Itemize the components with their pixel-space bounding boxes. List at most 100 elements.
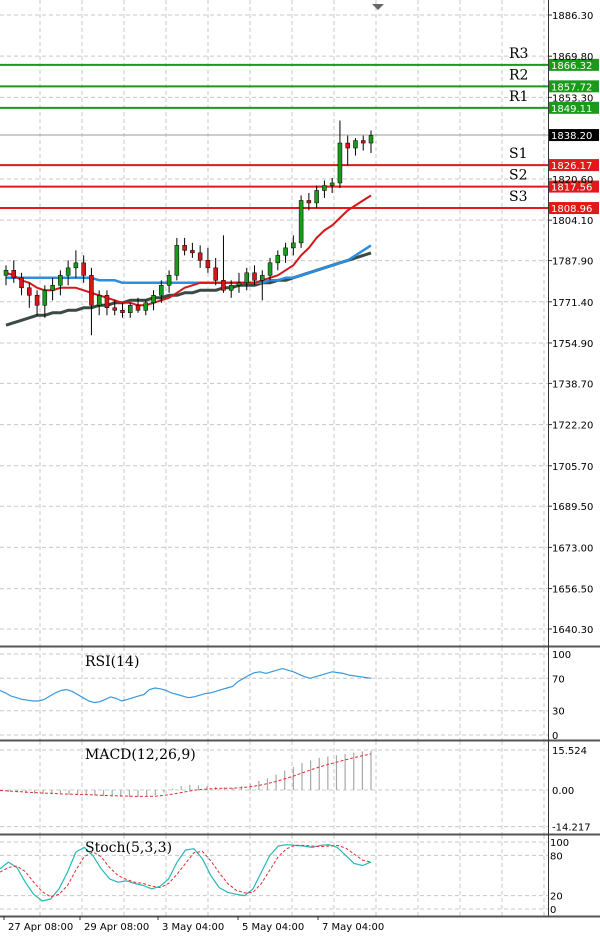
y-tick-label: 1640.30 [552,625,593,636]
candle-body [322,185,327,191]
candle-body [135,305,141,311]
candle-body [11,270,17,279]
rsi-y-tick-label: 100 [552,650,571,661]
candle-body [329,182,335,186]
x-tick-label: 5 May 04:00 [242,922,304,933]
candle-body [221,280,226,291]
y-tick-label: 1722.20 [552,421,593,432]
candle-body [73,262,79,269]
candle-body [205,260,211,269]
candle-body [275,255,281,264]
y-tick-label: 1886.30 [552,11,593,22]
candle-body [368,135,374,144]
candle-body [213,267,218,281]
candle-body [3,270,9,276]
ma-blue-line [6,244,372,285]
level-price-tag-text: 1857.72 [551,82,592,93]
candle-body [353,140,358,149]
candle-body [58,275,63,286]
y-tick-label: 1869.80 [552,52,593,63]
candle-body [27,287,32,296]
candle-body [236,282,242,286]
candle-body [42,290,48,306]
grid-layer [0,0,548,916]
level-label-r2: R2 [509,67,528,83]
candle-body [283,247,288,256]
x-tick-label: 7 May 04:00 [322,922,384,933]
y-tick-label: 1771.40 [552,298,593,309]
candle-body [306,200,312,204]
macd-y-tick-label: -14.217 [552,823,591,834]
x-tick-label: 3 May 04:00 [162,922,224,933]
macd-y-tick-label: 15.524 [552,746,587,757]
candle-body [81,262,86,276]
candle-body [182,245,187,251]
candle-body [120,310,125,314]
candle-body [345,142,350,149]
candle-body [50,285,55,291]
rsi-line [0,667,372,704]
level-price-tag [549,159,599,172]
level-label-s3: S3 [509,189,528,205]
stoch-y-tick-label: 0 [550,905,556,916]
y-tick-label: 1656.50 [552,585,593,596]
rsi-title: RSI(14) [85,654,139,670]
candle-body [267,262,273,276]
y-tick-label: 1804.10 [552,216,593,227]
level-price-tag [549,80,599,93]
level-label-r3: R3 [509,46,528,62]
candle-body [260,275,265,281]
y-tick-label: 1820.60 [552,175,593,186]
y-tick-label: 1673.00 [552,543,593,554]
candle-body [104,295,110,309]
level-price-tag-text: 1849.11 [551,104,592,115]
candle-body [34,295,40,306]
candle-body [337,142,343,184]
candle-body [65,267,71,276]
current-price-tag [549,129,599,142]
y-tick-label: 1689.50 [552,502,593,513]
shift-marker-icon [372,4,384,10]
stoch-k-line [0,844,372,902]
candle-body [151,295,156,304]
candle-body [89,275,94,306]
level-price-tag [549,180,599,193]
candle-body [19,277,24,289]
candle-body [174,245,180,276]
macd-signal-line [0,753,372,797]
y-tick-label: 1705.70 [552,462,593,473]
candle-body [360,140,366,144]
level-label-s2: S2 [509,168,528,184]
candle-body [291,242,296,249]
candle-body [314,190,319,204]
y-tick-label: 1738.70 [552,379,593,390]
candle-body [252,272,257,281]
candle-body [143,302,149,311]
stoch-d-line [0,844,372,898]
macd-y-tick-label: 0.00 [552,786,574,797]
candle-body [228,285,234,291]
current-price-tag-text: 1838.20 [551,131,592,142]
macd-title: MACD(12,26,9) [85,747,196,763]
candle-body [190,250,195,254]
axes-layer: 1886.30 1869.80 1853.30 1820.60 1804.10 1787.… [0,0,600,920]
stoch-title: Stoch(5,3,3) [85,840,172,856]
candle-body [112,307,117,311]
y-tick-label: 1754.90 [552,339,593,350]
y-tick-label: 1787.90 [552,257,593,268]
ma-red-line [5,194,372,307]
moving-averages-layer [5,194,372,327]
level-price-tag-text: 1866.32 [551,61,592,72]
support-resistance-layer: 1866.32 1857.72 1849.11 1826.17 1817.56 1808.… [0,58,599,215]
rsi-y-tick-label: 30 [552,707,565,718]
level-price-tag [549,58,599,71]
candle-body [298,200,304,244]
stoch-y-tick-label: 20 [550,892,563,903]
level-price-tag-text: 1817.56 [551,183,592,194]
level-price-tag-text: 1808.96 [551,204,592,215]
level-price-tag-text: 1826.17 [551,161,592,172]
candle-body [244,272,249,284]
labels-layer: R3 R2 R1 S1 S2 S3 27 Apr 08:00 29 Apr 08:00 3 Ma… [8,46,528,933]
rsi-y-tick-label: 0 [552,731,558,742]
